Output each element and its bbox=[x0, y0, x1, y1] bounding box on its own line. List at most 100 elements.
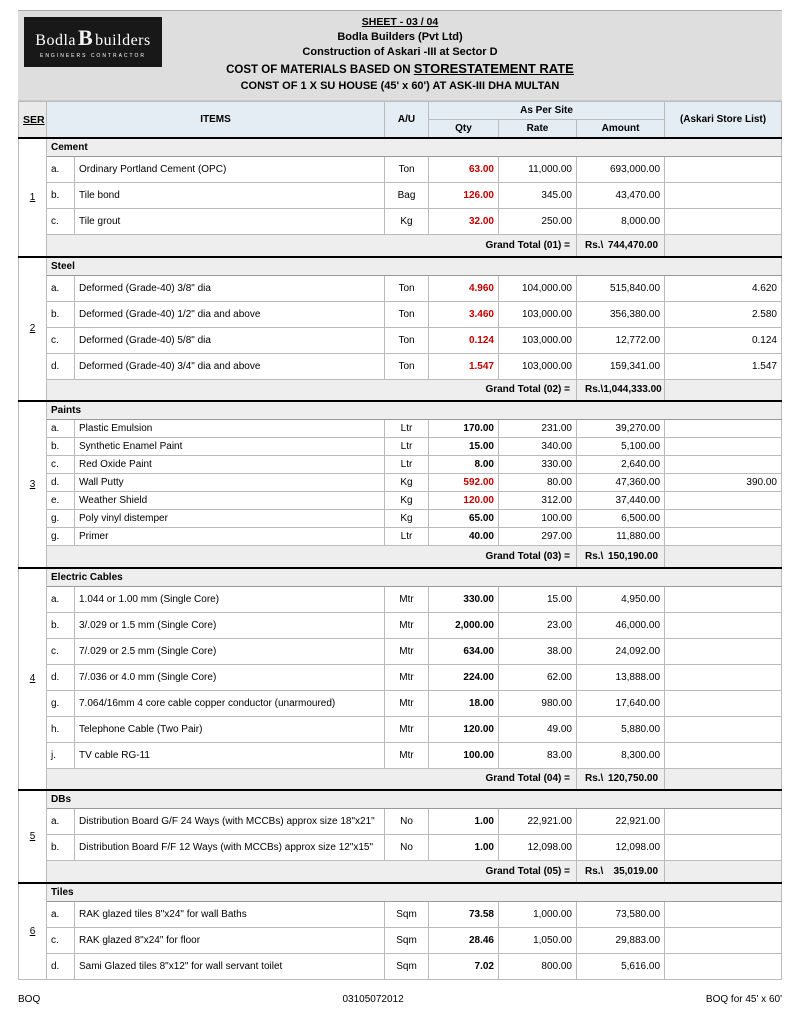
section-total-row: Grand Total (03) =Rs.\150,190.00 bbox=[19, 546, 782, 568]
amount-value: 5,616.00 bbox=[577, 953, 665, 979]
item-description: Weather Shield bbox=[75, 492, 385, 510]
qty-value: 126.00 bbox=[429, 183, 499, 209]
store-value bbox=[665, 586, 782, 612]
section-serial: 2 bbox=[19, 257, 47, 402]
item-description: TV cable RG-11 bbox=[75, 742, 385, 768]
item-description: Ordinary Portland Cement (OPC) bbox=[75, 157, 385, 183]
qty-value: 2,000.00 bbox=[429, 612, 499, 638]
amount-value: 12,098.00 bbox=[577, 835, 665, 861]
qty-value: 3.460 bbox=[429, 301, 499, 327]
item-description: Deformed (Grade-40) 3/4" dia and above bbox=[75, 353, 385, 379]
materials-table: SER ITEMS A/U As Per Site (Askari Store … bbox=[18, 101, 782, 980]
store-value bbox=[665, 209, 782, 235]
unit: Mtr bbox=[385, 664, 429, 690]
table-row: a.Distribution Board G/F 24 Ways (with M… bbox=[19, 809, 782, 835]
unit: Bag bbox=[385, 183, 429, 209]
unit: Kg bbox=[385, 209, 429, 235]
rate-value: 15.00 bbox=[499, 586, 577, 612]
amount-value: 73,580.00 bbox=[577, 901, 665, 927]
rate-value: 12,098.00 bbox=[499, 835, 577, 861]
col-as-per-site: As Per Site bbox=[429, 102, 665, 120]
grand-total-label: Grand Total (04) = bbox=[47, 768, 577, 790]
section-header: 2Steel bbox=[19, 257, 782, 276]
table-row: e.Weather ShieldKg120.00312.0037,440.00 bbox=[19, 492, 782, 510]
section-total-row: Grand Total (04) =Rs.\120,750.00 bbox=[19, 768, 782, 790]
sub-label: a. bbox=[47, 275, 75, 301]
table-row: b.Deformed (Grade-40) 1/2" dia and above… bbox=[19, 301, 782, 327]
rate-value: 103,000.00 bbox=[499, 301, 577, 327]
table-header: SER ITEMS A/U As Per Site (Askari Store … bbox=[19, 102, 782, 139]
grand-total-label: Grand Total (02) = bbox=[47, 379, 577, 401]
item-description: Deformed (Grade-40) 5/8" dia bbox=[75, 327, 385, 353]
sub-label: b. bbox=[47, 612, 75, 638]
table-row: d.Deformed (Grade-40) 3/4" dia and above… bbox=[19, 353, 782, 379]
total-blank bbox=[665, 235, 782, 257]
table-row: d.Sami Glazed tiles 8"x12" for wall serv… bbox=[19, 953, 782, 979]
col-ser: SER bbox=[19, 102, 47, 139]
rate-value: 250.00 bbox=[499, 209, 577, 235]
qty-value: 330.00 bbox=[429, 586, 499, 612]
sub-label: g. bbox=[47, 510, 75, 528]
sub-label: j. bbox=[47, 742, 75, 768]
table-row: g.PrimerLtr40.00297.0011,880.00 bbox=[19, 528, 782, 546]
qty-value: 224.00 bbox=[429, 664, 499, 690]
footer-center: 03105072012 bbox=[342, 994, 403, 1005]
qty-value: 73.58 bbox=[429, 901, 499, 927]
section-serial: 3 bbox=[19, 401, 47, 568]
item-description: Deformed (Grade-40) 3/8" dia bbox=[75, 275, 385, 301]
rate-value: 297.00 bbox=[499, 528, 577, 546]
amount-value: 46,000.00 bbox=[577, 612, 665, 638]
rate-value: 340.00 bbox=[499, 438, 577, 456]
item-description: Sami Glazed tiles 8"x12" for wall servan… bbox=[75, 953, 385, 979]
store-value bbox=[665, 420, 782, 438]
rate-value: 312.00 bbox=[499, 492, 577, 510]
amount-value: 6,500.00 bbox=[577, 510, 665, 528]
unit: Kg bbox=[385, 474, 429, 492]
sub-label: b. bbox=[47, 835, 75, 861]
total-blank bbox=[665, 768, 782, 790]
sub-label: b. bbox=[47, 301, 75, 327]
footer: BOQ 03105072012 BOQ for 45' x 60' bbox=[0, 986, 800, 1009]
unit: Mtr bbox=[385, 638, 429, 664]
unit: Ton bbox=[385, 275, 429, 301]
unit: Mtr bbox=[385, 690, 429, 716]
table-row: b.Tile bondBag126.00345.0043,470.00 bbox=[19, 183, 782, 209]
sub-label: d. bbox=[47, 353, 75, 379]
amount-value: 4,950.00 bbox=[577, 586, 665, 612]
store-value bbox=[665, 528, 782, 546]
item-description: Synthetic Enamel Paint bbox=[75, 438, 385, 456]
unit: Mtr bbox=[385, 586, 429, 612]
unit: Sqm bbox=[385, 953, 429, 979]
grand-total-amount-cell: Rs.\35,019.00 bbox=[577, 861, 665, 883]
table-row: j.TV cable RG-11Mtr100.0083.008,300.00 bbox=[19, 742, 782, 768]
qty-value: 120.00 bbox=[429, 716, 499, 742]
rate-value: 38.00 bbox=[499, 638, 577, 664]
section-serial: 4 bbox=[19, 568, 47, 791]
col-store: (Askari Store List) bbox=[665, 102, 782, 139]
table-row: b.3/.029 or 1.5 mm (Single Core)Mtr2,000… bbox=[19, 612, 782, 638]
section-name: Paints bbox=[47, 401, 782, 420]
grand-total-label: Grand Total (05) = bbox=[47, 861, 577, 883]
sub-label: c. bbox=[47, 209, 75, 235]
amount-value: 13,888.00 bbox=[577, 664, 665, 690]
amount-value: 17,640.00 bbox=[577, 690, 665, 716]
store-value bbox=[665, 183, 782, 209]
table-row: c.Tile groutKg32.00250.008,000.00 bbox=[19, 209, 782, 235]
qty-value: 4.960 bbox=[429, 275, 499, 301]
item-description: Red Oxide Paint bbox=[75, 456, 385, 474]
qty-value: 1.00 bbox=[429, 809, 499, 835]
rate-value: 980.00 bbox=[499, 690, 577, 716]
sub-label: c. bbox=[47, 927, 75, 953]
qty-value: 32.00 bbox=[429, 209, 499, 235]
grand-total-amount-cell: Rs.\1,044,333.00 bbox=[577, 379, 665, 401]
unit: Ltr bbox=[385, 438, 429, 456]
table-row: a.RAK glazed tiles 8"x24" for wall Baths… bbox=[19, 901, 782, 927]
item-description: Tile bond bbox=[75, 183, 385, 209]
unit: Sqm bbox=[385, 901, 429, 927]
unit: Ltr bbox=[385, 456, 429, 474]
rate-value: 11,000.00 bbox=[499, 157, 577, 183]
section-name: Steel bbox=[47, 257, 782, 276]
cost-prefix: COST OF MATERIALS BASED ON bbox=[226, 64, 414, 76]
amount-value: 8,300.00 bbox=[577, 742, 665, 768]
section-header: 5DBs bbox=[19, 790, 782, 809]
